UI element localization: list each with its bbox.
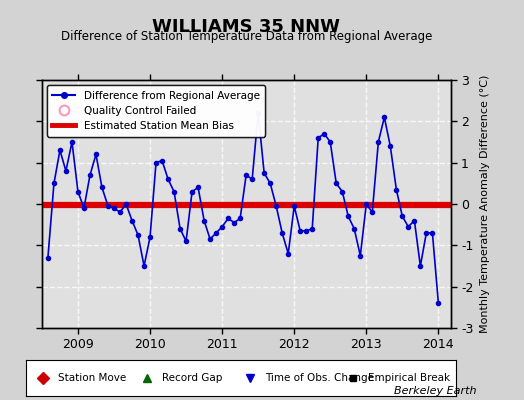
- Text: Time of Obs. Change: Time of Obs. Change: [265, 373, 374, 383]
- Text: WILLIAMS 35 NNW: WILLIAMS 35 NNW: [152, 18, 340, 36]
- Text: Station Move: Station Move: [59, 373, 127, 383]
- Text: Difference of Station Temperature Data from Regional Average: Difference of Station Temperature Data f…: [61, 30, 432, 43]
- Text: Berkeley Earth: Berkeley Earth: [395, 386, 477, 396]
- Legend: Difference from Regional Average, Quality Control Failed, Estimated Station Mean: Difference from Regional Average, Qualit…: [47, 85, 265, 136]
- Text: Empirical Break: Empirical Break: [368, 373, 450, 383]
- Text: Record Gap: Record Gap: [161, 373, 222, 383]
- Y-axis label: Monthly Temperature Anomaly Difference (°C): Monthly Temperature Anomaly Difference (…: [481, 75, 490, 333]
